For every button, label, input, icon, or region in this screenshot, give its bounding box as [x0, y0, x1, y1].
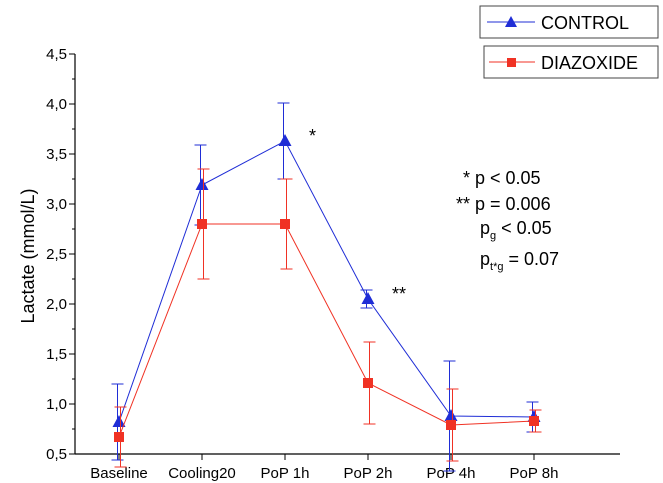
y-tick-label: 3,0 — [46, 196, 67, 213]
y-tick-label: 2,0 — [46, 296, 67, 313]
y-tick-label: 1,5 — [46, 346, 67, 363]
stats-annotation: * p < 0.05 ** p = 0.006 pg < 0.05 pt*g =… — [456, 168, 559, 273]
stats-line-2: ** p = 0.006 — [456, 194, 551, 214]
legend-box-control — [479, 5, 659, 39]
legend-marker-control — [505, 16, 517, 27]
x-tick-label: Baseline — [90, 465, 148, 482]
legend-label-diazoxide: DIAZOXIDE — [541, 53, 638, 73]
y-tick-label: 0,5 — [46, 446, 67, 463]
data-point-square — [363, 378, 373, 388]
y-tick-label: 2,5 — [46, 246, 67, 263]
y-tick-label: 1,0 — [46, 396, 67, 413]
x-tick-label: PoP 8h — [510, 465, 559, 482]
data-point-square — [197, 219, 207, 229]
significance-marker: * — [309, 126, 316, 146]
stats-pg-sub: g — [490, 230, 496, 242]
stats-line-1: * p < 0.05 — [463, 168, 541, 188]
stats-line-3: pg < 0.05 — [480, 218, 552, 242]
legend-label-control: CONTROL — [541, 13, 629, 33]
x-tick-label: PoP 1h — [261, 465, 310, 482]
data-point-square — [280, 219, 290, 229]
series-diazoxide — [114, 168, 542, 468]
legend-item-diazoxide: DIAZOXIDE — [483, 45, 659, 79]
legend: CONTROL DIAZOXIDE — [479, 5, 659, 79]
data-point-triangle — [444, 409, 458, 421]
series-control — [111, 102, 541, 472]
x-tick-label: PoP 4h — [427, 465, 476, 482]
data-point-square — [114, 432, 124, 442]
data-point-square — [529, 416, 539, 426]
stats-ptg-main: p — [480, 249, 490, 269]
y-axis-title: Lactate (mmol/L) — [18, 188, 38, 323]
significance-marker: ** — [392, 284, 406, 304]
stats-pg-rest: < 0.05 — [496, 218, 552, 238]
stats-ptg-rest: = 0.07 — [503, 249, 559, 269]
y-tick-label: 4,0 — [46, 96, 67, 113]
y-tick-label: 3,5 — [46, 146, 67, 163]
legend-marker-diazoxide — [507, 58, 516, 67]
data-point-triangle — [112, 415, 126, 427]
legend-item-control: CONTROL — [479, 5, 659, 39]
stats-ptg-sub: t*g — [490, 261, 503, 273]
data-point-triangle — [278, 134, 292, 146]
stats-line-4: pt*g = 0.07 — [480, 249, 559, 273]
x-tick-label: Cooling20 — [168, 465, 236, 482]
stats-pg-main: p — [480, 218, 490, 238]
data-point-triangle — [195, 178, 209, 190]
data-point-triangle — [361, 292, 375, 304]
y-tick-label: 4,5 — [46, 46, 67, 63]
data-point-square — [446, 420, 456, 430]
x-tick-label: PoP 2h — [344, 465, 393, 482]
series-line — [118, 223, 535, 438]
series-line — [118, 140, 535, 423]
axes: 0,5 1,0 1,5 2,0 2,5 3,0 3,5 4,0 4,5 Baseline Cooli… — [46, 46, 620, 482]
plot-area: *** — [111, 102, 542, 472]
